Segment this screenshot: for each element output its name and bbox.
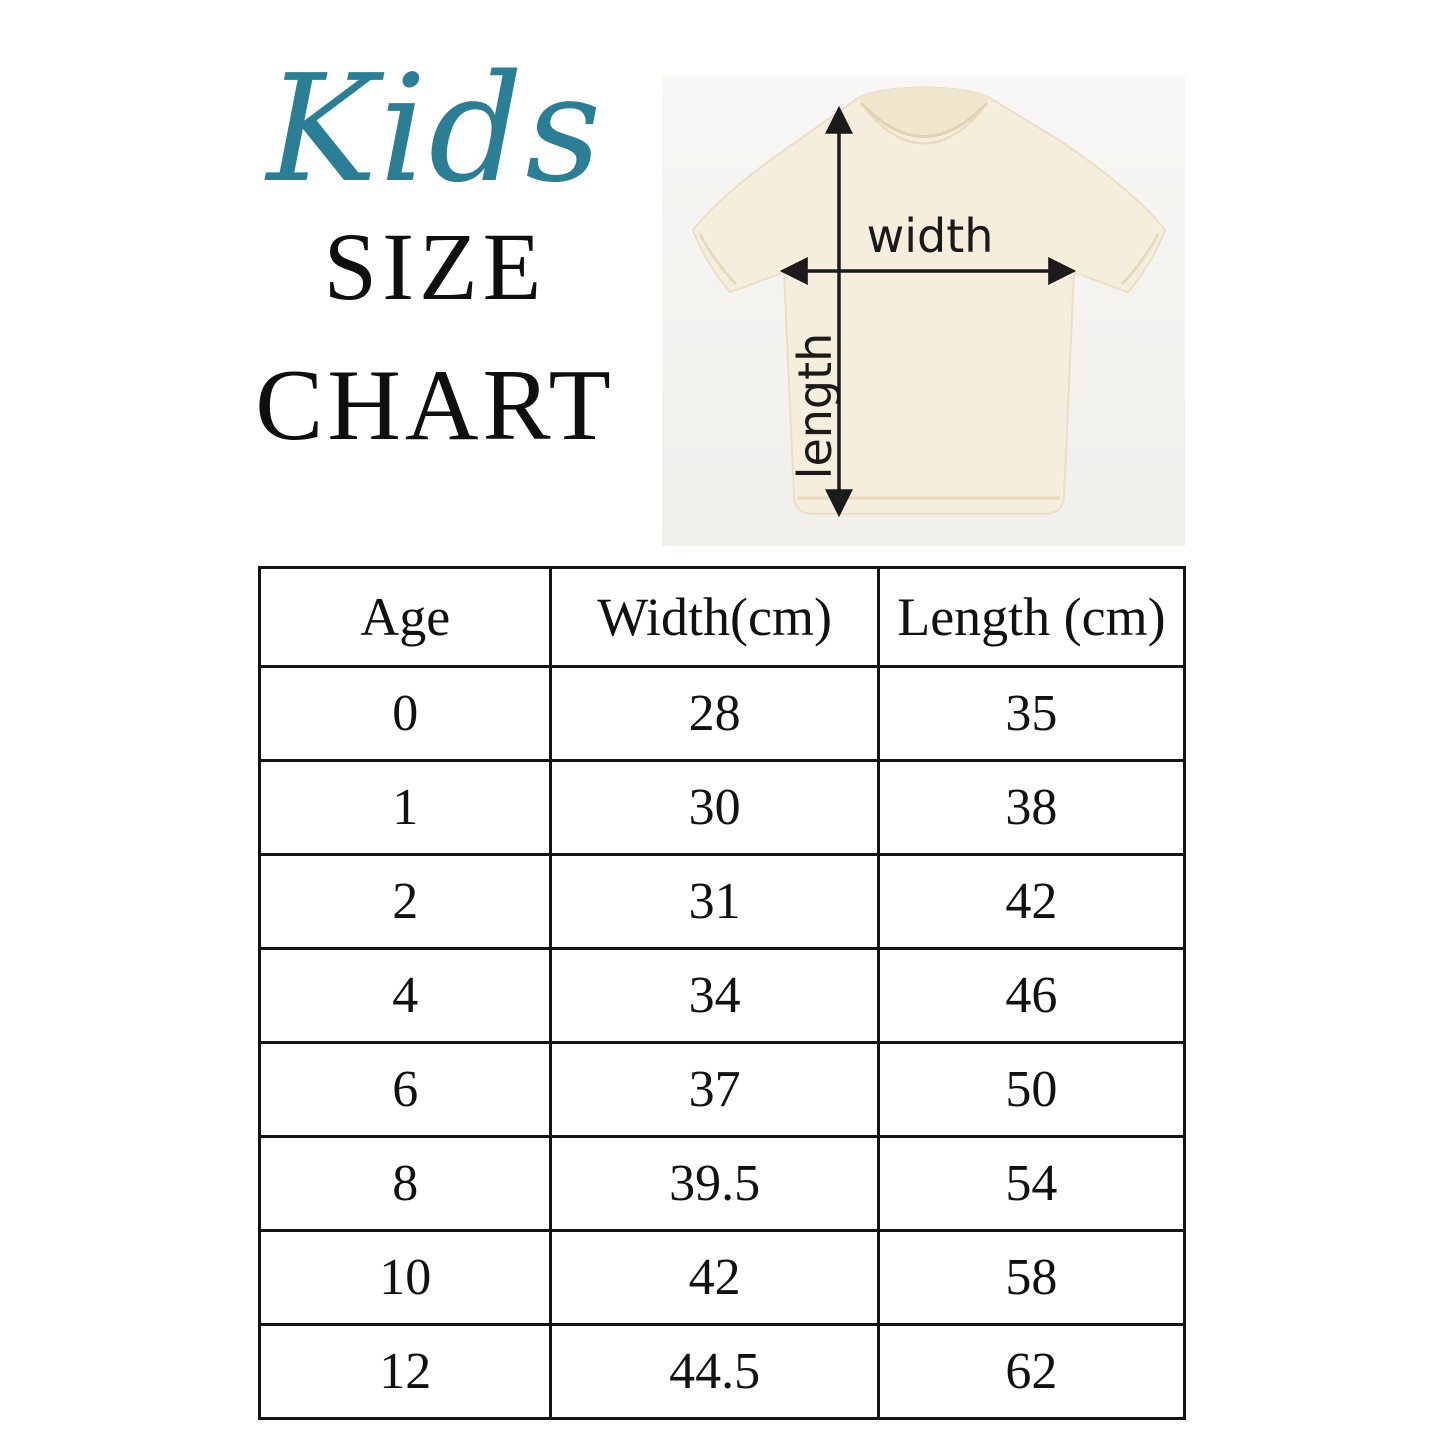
cell-width: 28 [549,665,880,762]
table-row: 8 39.5 54 [257,1135,1187,1232]
cell-width: 31 [549,853,880,950]
cell-length: 38 [876,759,1187,856]
cell-width: 39.5 [549,1135,880,1232]
cell-age: 4 [257,947,553,1044]
title-chart: CHART [255,348,615,462]
table-row: 1 30 38 [257,759,1187,856]
cell-age: 12 [257,1323,553,1420]
cell-length: 35 [876,665,1187,762]
tshirt-illustration: width length [691,86,1167,518]
cell-age: 8 [257,1135,553,1232]
col-header-length: Length (cm) [876,566,1187,668]
left-sleeve-seam [698,233,738,286]
table-row: 2 31 42 [257,853,1187,950]
collar-seam-outer [859,101,989,138]
col-header-width: Width(cm) [549,566,880,668]
cell-length: 62 [876,1323,1187,1420]
cell-width: 42 [549,1229,880,1326]
size-table: Age Width(cm) Length (cm) 0 28 35 1 30 3… [257,566,1187,1420]
cell-width: 37 [549,1041,880,1138]
cell-length: 58 [876,1229,1187,1326]
cell-width: 30 [549,759,880,856]
table-row: 0 28 35 [257,665,1187,762]
collar-seam-inner [864,108,984,145]
cell-length: 42 [876,853,1187,950]
table-header-row: Age Width(cm) Length (cm) [257,566,1187,668]
col-header-age: Age [257,566,553,668]
table-row: 6 37 50 [257,1041,1187,1138]
title-size: SIZE [323,212,547,320]
cell-age: 2 [257,853,553,950]
table-row: 4 34 46 [257,947,1187,1044]
tshirt-shape [691,86,1167,515]
cell-length: 50 [876,1041,1187,1138]
tshirt-collar [858,87,990,136]
cell-age: 1 [257,759,553,856]
table-row: 10 42 58 [257,1229,1187,1326]
page-title: Kids SIZE CHART [105,48,765,457]
cell-length: 46 [876,947,1187,1044]
right-sleeve-seam [1120,233,1160,286]
cell-length: 54 [876,1135,1187,1232]
cell-age: 10 [257,1229,553,1326]
title-script-kids: Kids [266,43,604,215]
cell-width: 34 [549,947,880,1044]
length-label: length [788,333,842,480]
cell-width: 44.5 [549,1323,880,1420]
table-row: 12 44.5 62 [257,1323,1187,1420]
tshirt-photo: width length [662,76,1185,546]
width-label: width [867,209,994,263]
cell-age: 0 [257,665,553,762]
cell-age: 6 [257,1041,553,1138]
